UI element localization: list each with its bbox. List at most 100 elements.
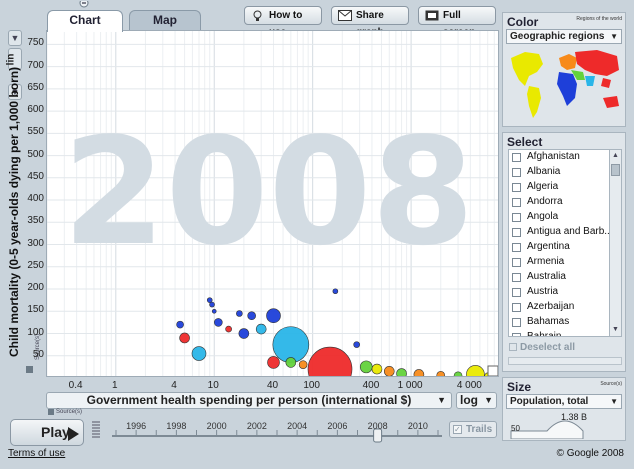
- country-checkbox[interactable]: [512, 168, 521, 177]
- country-name: Azerbaijan: [527, 301, 575, 312]
- scroll-down-icon[interactable]: ▼: [612, 326, 619, 333]
- country-checkbox[interactable]: [512, 228, 521, 237]
- country-list-item[interactable]: Bahrain: [509, 330, 609, 336]
- terms-of-use-link[interactable]: Terms of use: [8, 448, 66, 459]
- country-bubble[interactable]: [453, 371, 463, 377]
- country-bubble[interactable]: [436, 371, 446, 377]
- x-info-icon[interactable]: [48, 409, 54, 415]
- x-axis-indicator-select[interactable]: Government health spending per person (i…: [46, 392, 452, 409]
- y-axis-indicator-dropdown-icon[interactable]: ▼: [8, 84, 22, 100]
- country-list-item[interactable]: Andorra: [509, 195, 609, 210]
- y-axis-scale-toggle[interactable]: lin: [5, 48, 22, 70]
- y-tick-label: 400: [27, 193, 44, 205]
- country-bubble[interactable]: [255, 323, 267, 335]
- country-bubble[interactable]: [285, 357, 297, 368]
- country-bubble[interactable]: [359, 360, 373, 374]
- country-bubble[interactable]: [247, 311, 256, 321]
- country-bubble[interactable]: [209, 301, 215, 308]
- scroll-up-icon[interactable]: ▲: [612, 152, 619, 159]
- chart-plot-area[interactable]: 2008: [46, 30, 499, 377]
- color-indicator-select[interactable]: Geographic regions ▼: [506, 29, 622, 44]
- country-checkbox[interactable]: [512, 333, 521, 336]
- play-button[interactable]: Play: [10, 419, 84, 446]
- country-list[interactable]: Afghanistan Albania Algeria Andorra Angola An…: [508, 149, 610, 337]
- country-list-scrollbar[interactable]: ▲ ▼: [609, 149, 622, 337]
- country-list-item[interactable]: Angola: [509, 210, 609, 225]
- country-checkbox[interactable]: [512, 243, 521, 252]
- y-tick-label: 600: [27, 104, 44, 116]
- timeline-slider[interactable]: 1996 1998 2000 2002 2004 2006 2008 2010: [108, 418, 446, 444]
- country-bubble[interactable]: [383, 366, 395, 376]
- country-bubble[interactable]: [267, 356, 280, 369]
- timeline-handle: [373, 428, 383, 443]
- country-list-item[interactable]: Australia: [509, 270, 609, 285]
- country-list-item[interactable]: Albania: [509, 165, 609, 180]
- y-info-icon[interactable]: [26, 366, 33, 373]
- country-bubble[interactable]: [371, 363, 383, 375]
- color-panel-subtitle: Regions of the world: [576, 16, 622, 22]
- country-checkbox[interactable]: [512, 273, 521, 282]
- country-bubble[interactable]: [466, 365, 485, 377]
- country-bubble[interactable]: [413, 369, 425, 377]
- country-bubble[interactable]: [396, 368, 407, 377]
- country-bubble[interactable]: [176, 320, 184, 329]
- country-checkbox[interactable]: [512, 318, 521, 327]
- country-bubble[interactable]: [225, 325, 232, 333]
- country-list-hscroll[interactable]: [508, 357, 622, 365]
- country-list-item[interactable]: Algeria: [509, 180, 609, 195]
- country-checkbox[interactable]: [512, 258, 521, 267]
- country-bubble[interactable]: [179, 332, 190, 344]
- country-bubble[interactable]: [214, 318, 223, 327]
- country-checkbox[interactable]: [512, 198, 521, 207]
- country-checkbox[interactable]: [512, 183, 521, 192]
- size-selected-label: Population, total: [510, 396, 589, 407]
- color-selected-label: Geographic regions: [510, 31, 605, 42]
- country-bubble[interactable]: [266, 308, 281, 324]
- country-checkbox[interactable]: [512, 288, 521, 297]
- scroll-thumb[interactable]: [611, 164, 620, 176]
- full-screen-button[interactable]: Full screen: [418, 6, 496, 38]
- x-tick-label: 400: [362, 380, 380, 391]
- country-checkbox[interactable]: [512, 153, 521, 162]
- chevron-down-icon: ▼: [437, 395, 446, 405]
- trails-toggle[interactable]: ✓ Trails: [449, 421, 497, 438]
- country-list-item[interactable]: Antigua and Barb...: [509, 225, 609, 240]
- x-tick-label: 4 000: [456, 380, 482, 391]
- country-bubble[interactable]: [238, 328, 250, 339]
- y-axis-label[interactable]: Child mortality (0-5 year-olds dying per…: [7, 66, 21, 357]
- y-tick-label: 650: [27, 81, 44, 93]
- country-list-item[interactable]: Afghanistan: [509, 150, 609, 165]
- how-to-use-button[interactable]: How to use: [244, 6, 322, 38]
- timeline-year-label: 1996: [126, 421, 147, 431]
- zoom-icon[interactable]: [78, 0, 90, 8]
- country-bubble[interactable]: [332, 288, 339, 295]
- country-bubble[interactable]: [298, 360, 308, 369]
- timeline-year-label: 2006: [327, 421, 348, 431]
- y-axis-scale-dropdown-icon[interactable]: ▼: [8, 30, 22, 46]
- country-list-item[interactable]: Armenia: [509, 255, 609, 270]
- x-axis-scale-select[interactable]: log ▼: [456, 392, 497, 409]
- country-bubble[interactable]: [353, 341, 360, 348]
- country-checkbox[interactable]: [512, 213, 521, 222]
- country-checkbox[interactable]: [512, 303, 521, 312]
- timeline-year-label: 2002: [246, 421, 267, 431]
- size-source-link[interactable]: Source(s): [600, 381, 622, 387]
- tab-chart[interactable]: Chart: [47, 10, 123, 32]
- country-list-item[interactable]: Austria: [509, 285, 609, 300]
- deselect-all-button[interactable]: Deselect all: [509, 342, 575, 353]
- country-bubble[interactable]: [211, 308, 217, 314]
- country-list-item[interactable]: Azerbaijan: [509, 300, 609, 315]
- country-list-item[interactable]: Bahamas: [509, 315, 609, 330]
- country-bubble[interactable]: [191, 346, 207, 361]
- country-bubble[interactable]: [206, 297, 213, 303]
- resize-corner-icon: [487, 365, 498, 376]
- speed-slider[interactable]: [91, 418, 101, 444]
- share-graph-button[interactable]: Share graph: [331, 6, 409, 38]
- country-bubble[interactable]: [307, 346, 353, 377]
- size-indicator-select[interactable]: Population, total ▼: [506, 394, 622, 409]
- world-region-map[interactable]: [507, 46, 623, 124]
- tab-map[interactable]: Map: [129, 10, 201, 30]
- country-list-item[interactable]: Argentina: [509, 240, 609, 255]
- x-source-link[interactable]: Source(s): [56, 409, 83, 415]
- country-bubble[interactable]: [236, 310, 243, 317]
